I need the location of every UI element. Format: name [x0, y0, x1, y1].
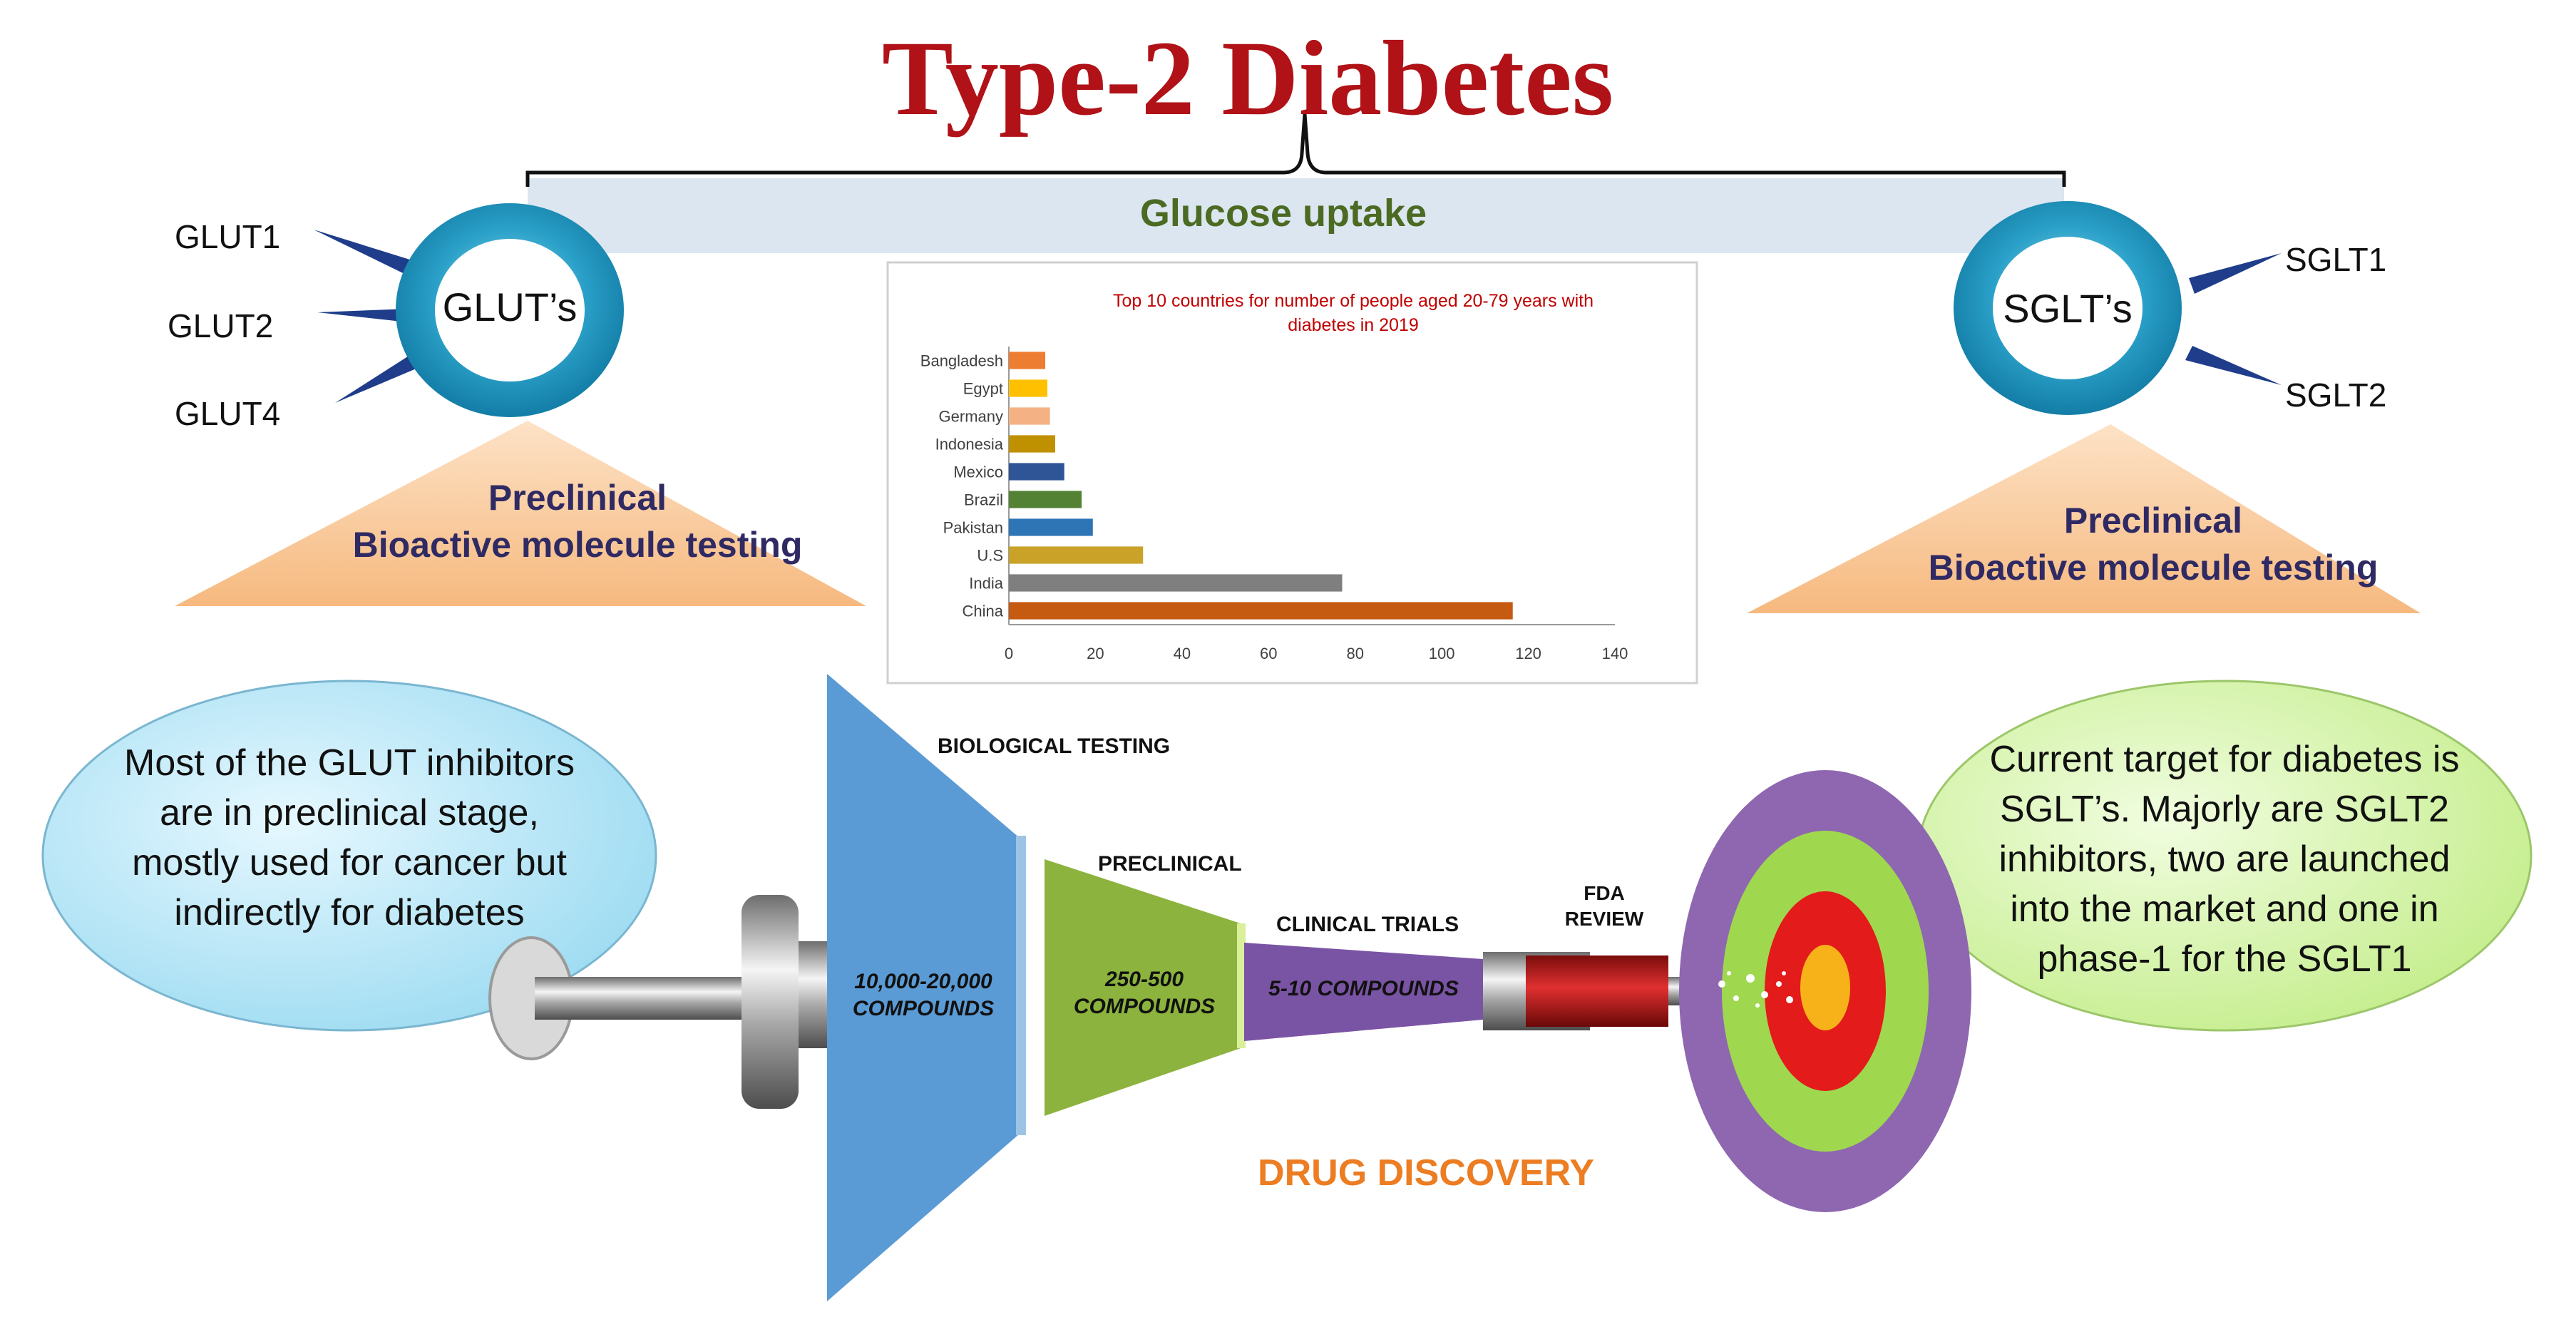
bar-mexico: [1009, 463, 1064, 481]
funnel-stage-preclinical-edge: [1237, 923, 1246, 1048]
category-label: India: [969, 575, 1003, 593]
x-tick-label: 100: [1429, 645, 1455, 662]
bar-egypt: [1009, 379, 1048, 397]
left-bubble-line: Most of the GLUT inhibitors: [124, 742, 575, 784]
sglt-spikes: [2185, 253, 2282, 385]
glut-ring: [396, 203, 624, 417]
sglt2-label: SGLT2: [2285, 376, 2387, 414]
bar-pakistan: [1009, 518, 1093, 536]
bar-china: [1009, 602, 1513, 620]
category-label: Mexico: [953, 463, 1003, 481]
sglt-ring: [1954, 201, 2182, 415]
stage3-count: 5-10 COMPOUNDS: [1268, 977, 1459, 1000]
stage2-count: 250-500 COMPOUNDS: [1048, 966, 1241, 1020]
funnel-stage-biological-edge: [1016, 836, 1026, 1135]
left-bubble-line: indirectly for diabetes: [174, 892, 525, 933]
left-bubble-line: are in preclinical stage,: [160, 792, 539, 834]
right-preclinical-text: Preclinical Bioactive molecule testing: [1882, 497, 2424, 591]
funnel-stage-clinical: [1244, 943, 1483, 1041]
bar-germany: [1009, 407, 1050, 425]
biological-testing-label: BIOLOGICAL TESTING: [938, 734, 1171, 758]
bar-india: [1009, 574, 1343, 592]
x-tick-label: 60: [1260, 645, 1277, 662]
left-bubble-text: Most of the GLUT inhibitors are in precl…: [64, 738, 635, 938]
stage1-count: 10,000-20,000 COMPOUNDS: [827, 968, 1020, 1023]
glut4-label: GLUT4: [175, 395, 281, 432]
x-tick-label: 40: [1174, 645, 1191, 662]
preclinical-stage-label: PRECLINICAL: [1098, 852, 1242, 876]
sglt-ring-label: SGLT’s: [2003, 286, 2133, 331]
x-tick-label: 120: [1515, 645, 1541, 662]
left-bubble-line: mostly used for cancer but: [132, 842, 567, 883]
right-bubble-line: into the market and one in: [2010, 888, 2439, 930]
glut1-label: GLUT1: [175, 218, 281, 255]
left-preclinical-text: Preclinical Bioactive molecule testing: [307, 474, 848, 568]
left-info-bubble: [41, 680, 657, 1032]
category-label: Pakistan: [943, 519, 1003, 537]
fda-label-line1: FDA: [1584, 882, 1625, 904]
category-label: Bangladesh: [920, 352, 1003, 370]
right-bubble-line: inhibitors, two are launched: [1998, 839, 2451, 880]
x-tick-label: 80: [1346, 645, 1363, 662]
x-tick-label: 20: [1087, 645, 1104, 662]
right-bubble-text: Current target for diabetes is SGLT’s. M…: [1932, 734, 2517, 984]
target-graphic: [1679, 770, 1971, 1212]
glucose-uptake-bar: [525, 113, 2066, 253]
x-tick-label: 0: [1005, 645, 1013, 662]
right-bubble-line: SGLT’s. Majorly are SGLT2: [2000, 789, 2449, 830]
stage1-count-unit: COMPOUNDS: [852, 997, 995, 1020]
stage1-count-number: 10,000-20,000: [854, 970, 992, 993]
clinical-trials-label: CLINICAL TRIALS: [1276, 913, 1459, 936]
right-preclinical-line2: Bioactive molecule testing: [1928, 548, 2379, 588]
left-preclinical-triangle: [175, 421, 866, 606]
category-label: Brazil: [964, 491, 1003, 509]
chart-title-line1: Top 10 countries for number of people ag…: [1113, 291, 1594, 311]
category-label: Indonesia: [935, 436, 1004, 454]
x-tick-label: 140: [1602, 645, 1628, 662]
right-preclinical-triangle: [1747, 424, 2421, 613]
sglt1-label: SGLT1: [2285, 241, 2387, 278]
bar-indonesia: [1009, 435, 1055, 453]
category-label: Egypt: [963, 380, 1003, 398]
stage2-count-number: 250-500: [1104, 968, 1184, 991]
category-label: China: [963, 603, 1004, 620]
fda-label-line2: REVIEW: [1564, 908, 1644, 930]
diabetes-bar-chart: Top 10 countries for number of people ag…: [920, 291, 1628, 662]
funnel-stage-biological: [827, 674, 1020, 1301]
bar-bangladesh: [1009, 352, 1045, 369]
fda-review-label: FDA REVIEW: [1554, 881, 1654, 932]
right-preclinical-line1: Preclinical: [2063, 501, 2243, 540]
bar-u-s: [1009, 546, 1144, 564]
glut-ring-label: GLUT’s: [442, 285, 578, 329]
glut2-label: GLUT2: [168, 307, 274, 344]
category-label: Germany: [939, 408, 1003, 426]
funnel-stage-preclinical: [1045, 859, 1241, 1116]
page-title: Type-2 Diabetes: [881, 19, 1614, 138]
category-label: U.S: [977, 547, 1003, 565]
right-bubble-line: Current target for diabetes is: [1989, 739, 2460, 780]
left-preclinical-line2: Bioactive molecule testing: [352, 525, 803, 565]
drug-discovery-caption: DRUG DISCOVERY: [1258, 1152, 1594, 1194]
right-bubble-line: phase-1 for the SGLT1: [2037, 938, 2412, 980]
glucose-uptake-label: Glucose uptake: [1139, 192, 1427, 235]
bar-brazil: [1009, 491, 1082, 508]
stage2-count-unit: COMPOUNDS: [1073, 995, 1216, 1018]
chart-title-line2: diabetes in 2019: [1288, 315, 1418, 335]
left-preclinical-line1: Preclinical: [488, 478, 667, 518]
